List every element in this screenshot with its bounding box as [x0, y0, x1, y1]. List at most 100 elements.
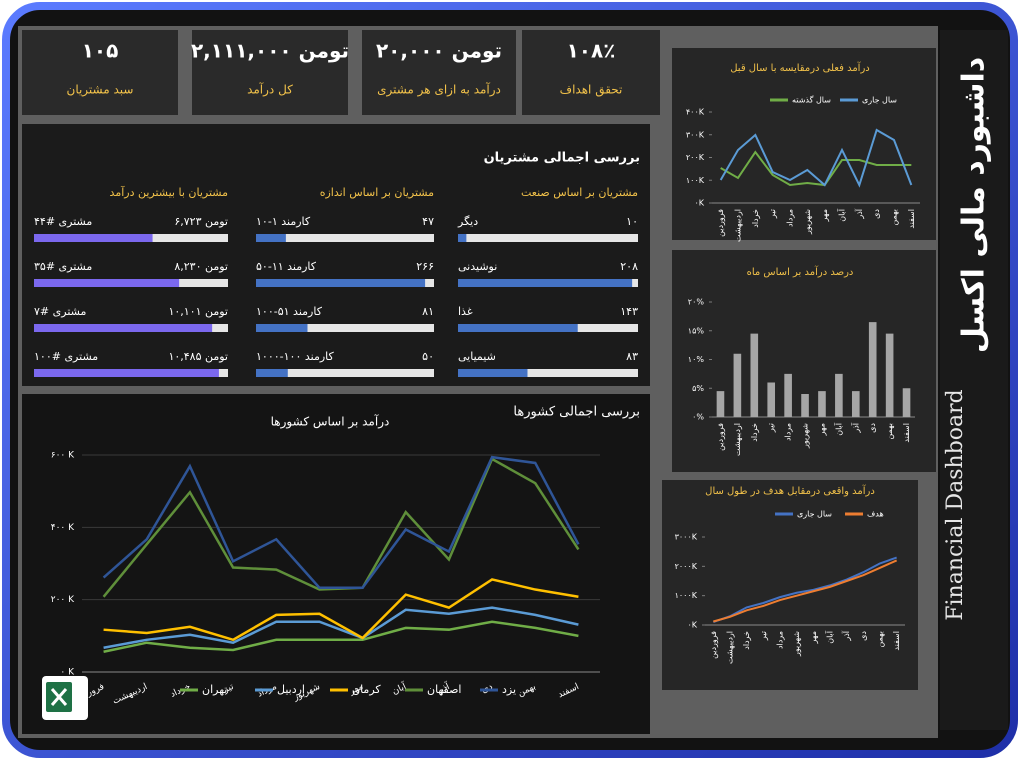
y-tick-label: ۱۰۰۰K	[675, 591, 698, 600]
group-title: مشتریان بر اساس اندازه	[320, 186, 434, 199]
y-tick-label: ۰K	[694, 199, 704, 208]
item-name: دیگر	[457, 215, 478, 228]
item-label: ۸۱	[422, 305, 434, 318]
item-label: تومن ۱۰,۴۸۵	[168, 350, 228, 363]
bar	[801, 394, 809, 417]
bar	[885, 333, 894, 417]
bar	[34, 279, 180, 287]
bar	[818, 391, 826, 417]
title-strip	[940, 30, 1008, 730]
x-tick-label: اسفند	[902, 423, 911, 443]
y-tick-label: ۲۰۰K	[686, 153, 705, 162]
series-line	[103, 578, 579, 642]
item-label: ۴۷	[422, 215, 434, 228]
item-label: ۵۰	[422, 350, 434, 363]
x-tick-label: مرداد	[776, 631, 785, 649]
kpi-card	[22, 30, 178, 115]
y-tick-label: ۳۰۰K	[686, 130, 705, 139]
kpi-card	[192, 30, 348, 115]
y-tick-label: ۰K	[687, 621, 697, 630]
bar	[750, 333, 759, 417]
bar	[256, 279, 426, 287]
kpi-card	[522, 30, 660, 115]
x-tick-label: مهر	[817, 423, 826, 436]
bar	[256, 234, 286, 242]
y-tick-label: ۰ K	[60, 668, 75, 678]
dashboard-title: داشبورد مالی اکسل	[957, 57, 992, 353]
x-tick-label: اردیبهشت	[734, 209, 743, 242]
x-tick-label: شهریور	[803, 209, 812, 235]
item-label: تومن ۶,۷۲۳	[174, 215, 228, 228]
bar	[458, 234, 467, 242]
kpi-label: تحقق اهداف	[560, 83, 623, 98]
series-line	[103, 606, 579, 649]
legend-label: سال گذشته	[792, 95, 831, 105]
x-tick-label: خرداد	[750, 423, 759, 442]
x-tick-label: خرداد	[751, 209, 760, 228]
y-tick-label: ۳۰۰۰K	[675, 533, 698, 542]
legend-label: تهران	[202, 683, 227, 696]
kpi-label: کل درآمد	[247, 82, 293, 98]
bar	[458, 279, 633, 287]
legend-label: اردبیل	[277, 683, 305, 696]
x-tick-label: اردیبهشت	[733, 423, 742, 456]
x-tick-label: تیر	[759, 631, 768, 641]
item-name: کارمند ۱۰۰-۱۰۰۰	[256, 350, 335, 363]
x-tick-label: فروردین	[716, 209, 725, 237]
kpi-value: ۱۰۸٪	[567, 39, 616, 63]
x-tick-label: آبان	[837, 208, 847, 222]
dashboard-subtitle: Financial Dashboard	[943, 389, 968, 621]
x-tick-label: تیر	[221, 682, 236, 696]
x-tick-label: مهر	[809, 631, 818, 644]
x-tick-label: دی	[859, 631, 868, 641]
legend-label: سال جاری	[862, 96, 897, 105]
item-name: کارمند ۵۱-۱۰۰	[256, 305, 323, 318]
y-tick-label: ۴۰۰ K	[51, 523, 75, 533]
kpi-label: درآمد به ازای هر مشتری	[377, 82, 501, 98]
x-tick-label: فروردین	[716, 423, 725, 451]
bar	[784, 373, 792, 417]
customers-panel	[22, 124, 650, 386]
item-name: مشتری #۴۴	[34, 215, 92, 228]
x-tick-label: مهر	[820, 209, 829, 222]
kpi-value: تومن ۲,۱۱۱,۰۰۰	[191, 39, 349, 63]
x-tick-label: اردیبهشت	[726, 631, 735, 664]
item-label: تومن ۱۰,۱۰۱	[168, 305, 228, 318]
y-tick-label: ۴۰۰K	[686, 108, 705, 117]
excel-icon-cross	[50, 688, 68, 706]
x-tick-label: خرداد	[742, 631, 751, 650]
series-line	[720, 150, 912, 187]
bar	[34, 234, 153, 242]
kpi-label: سبد مشتریان	[67, 83, 134, 98]
x-tick-label: مرداد	[786, 209, 795, 227]
item-name: مشتری #۱۰۰	[34, 350, 98, 363]
item-name: نوشیدنی	[458, 260, 497, 273]
x-tick-label: بهمن	[885, 423, 894, 440]
y-tick-label: ۲۰۰ K	[51, 595, 75, 605]
x-tick-label: تیر	[768, 209, 777, 219]
item-name: مشتری #۳۵	[34, 260, 92, 273]
bar	[34, 324, 213, 332]
x-tick-label: شهریور	[792, 631, 801, 657]
chart-title: درآمد فعلی درمقایسه با سال قبل	[730, 61, 870, 74]
item-label: تومن ۸,۲۳۰	[174, 260, 228, 273]
item-label: ۱۴۳	[620, 305, 638, 318]
item-label: ۲۶۶	[416, 260, 434, 273]
bar	[868, 322, 877, 417]
bar	[835, 373, 843, 417]
x-tick-label: آذر	[841, 630, 851, 641]
group-title: مشتریان با بیشترین درآمد	[110, 185, 229, 199]
legend-label: یزد	[502, 683, 516, 696]
item-name: غذا	[458, 305, 473, 318]
series-line	[103, 620, 579, 653]
bar	[458, 369, 528, 377]
bar	[733, 353, 742, 417]
series-line	[719, 128, 913, 188]
countries-panel	[22, 394, 650, 734]
x-tick-label: تیر	[767, 423, 776, 433]
item-label: ۱۰	[626, 215, 638, 228]
y-tick-label: ۲۰%	[688, 298, 705, 307]
y-tick-label: ۱۵%	[688, 326, 705, 335]
